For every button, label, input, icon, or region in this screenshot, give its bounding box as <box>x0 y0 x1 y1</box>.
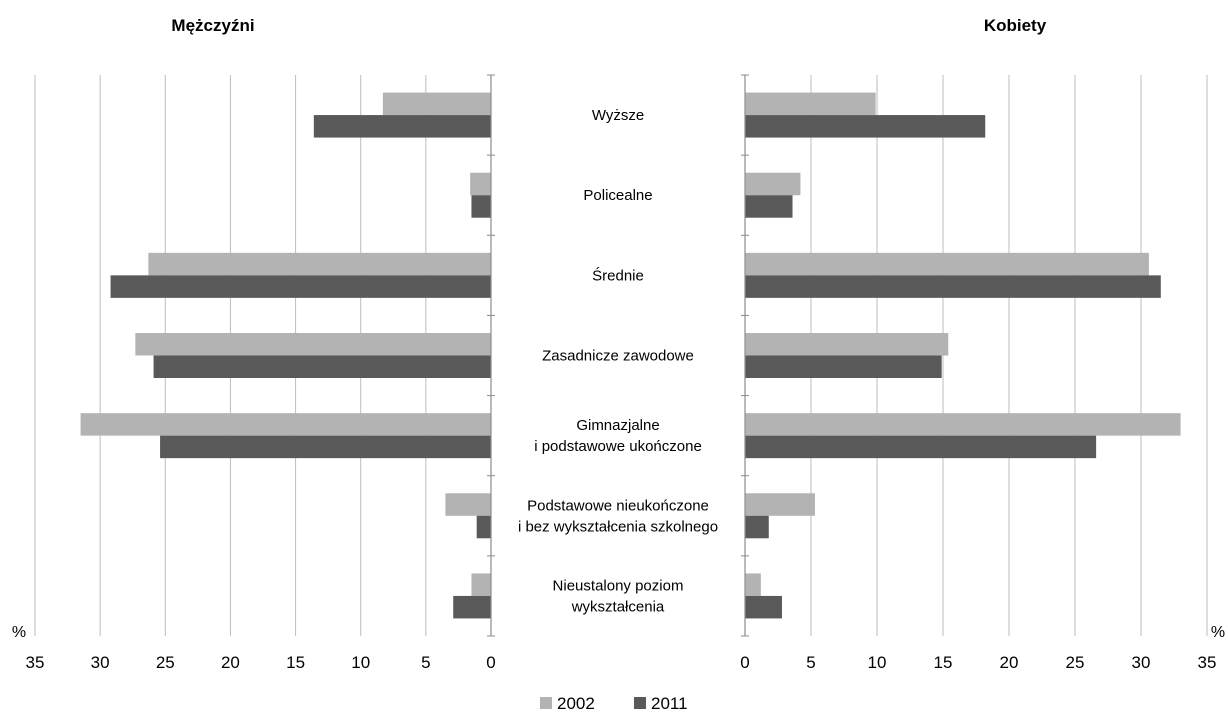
right-bar-2002 <box>745 92 876 116</box>
legend-label-2002: 2002 <box>557 694 595 713</box>
legend-swatch-2011 <box>634 697 646 709</box>
right-unit-label: % <box>1211 624 1225 641</box>
left-bar-2011 <box>110 275 492 298</box>
left-bar-2002 <box>80 413 491 436</box>
left-tick-label: 10 <box>351 653 370 672</box>
left-tick-label: 25 <box>156 653 175 672</box>
right-bar-2011 <box>745 195 793 218</box>
left-bar-2011 <box>453 595 491 619</box>
left-bar-2011 <box>471 195 491 218</box>
right-bar-2011 <box>745 435 1097 459</box>
category-label: i podstawowe ukończone <box>534 438 702 455</box>
left-bar-2011 <box>313 115 491 138</box>
left-bar-2011 <box>160 435 491 459</box>
category-label: Zasadnicze zawodowe <box>542 348 694 365</box>
left-tick-label: 0 <box>486 653 495 672</box>
right-panel-title: Kobiety <box>984 16 1047 35</box>
right-bar-2002 <box>745 333 949 356</box>
category-label: Średnie <box>592 266 644 284</box>
right-tick-label: 20 <box>1000 653 1019 672</box>
right-bar-2002 <box>745 172 801 196</box>
left-tick-label: 30 <box>91 653 110 672</box>
category-label: i bez wykształcenia szkolnego <box>518 518 718 535</box>
left-tick-label: 35 <box>26 653 45 672</box>
left-tick-label: 15 <box>286 653 305 672</box>
category-label: Gimnazjalne <box>576 417 659 434</box>
left-bar-2002 <box>471 573 491 596</box>
category-label: wykształcenia <box>571 598 665 615</box>
left-bar-2002 <box>445 493 491 516</box>
category-label: Wyższe <box>592 107 644 124</box>
left-bar-2002 <box>470 172 491 196</box>
right-bar-2002 <box>745 573 761 596</box>
right-tick-label: 30 <box>1132 653 1151 672</box>
left-tick-label: 5 <box>421 653 430 672</box>
right-bar-2002 <box>745 413 1181 436</box>
left-bar-2002 <box>148 252 491 276</box>
right-tick-label: 35 <box>1198 653 1217 672</box>
right-tick-label: 10 <box>868 653 887 672</box>
right-bar-2011 <box>745 275 1161 298</box>
category-label: Policealne <box>583 187 652 204</box>
category-label: Podstawowe nieukończone <box>527 497 709 514</box>
left-tick-label: 20 <box>221 653 240 672</box>
left-panel-title: Mężczyźni <box>171 16 254 35</box>
left-bar-2002 <box>382 92 491 116</box>
right-bar-2002 <box>745 252 1149 276</box>
left-unit-label: % <box>12 624 26 641</box>
category-label: Nieustalony poziom <box>553 577 684 594</box>
right-tick-label: 25 <box>1066 653 1085 672</box>
right-bar-2011 <box>745 595 782 619</box>
legend-label-2011: 2011 <box>651 694 688 713</box>
right-bar-2002 <box>745 493 815 516</box>
right-tick-label: 15 <box>934 653 953 672</box>
left-bar-2011 <box>476 515 491 539</box>
right-bar-2011 <box>745 515 769 539</box>
left-bar-2011 <box>153 355 491 378</box>
right-tick-label: 0 <box>740 653 749 672</box>
legend-swatch-2002 <box>540 697 552 709</box>
right-bar-2011 <box>745 355 942 378</box>
right-tick-label: 5 <box>806 653 815 672</box>
left-bar-2002 <box>135 333 491 356</box>
right-bar-2011 <box>745 115 986 138</box>
